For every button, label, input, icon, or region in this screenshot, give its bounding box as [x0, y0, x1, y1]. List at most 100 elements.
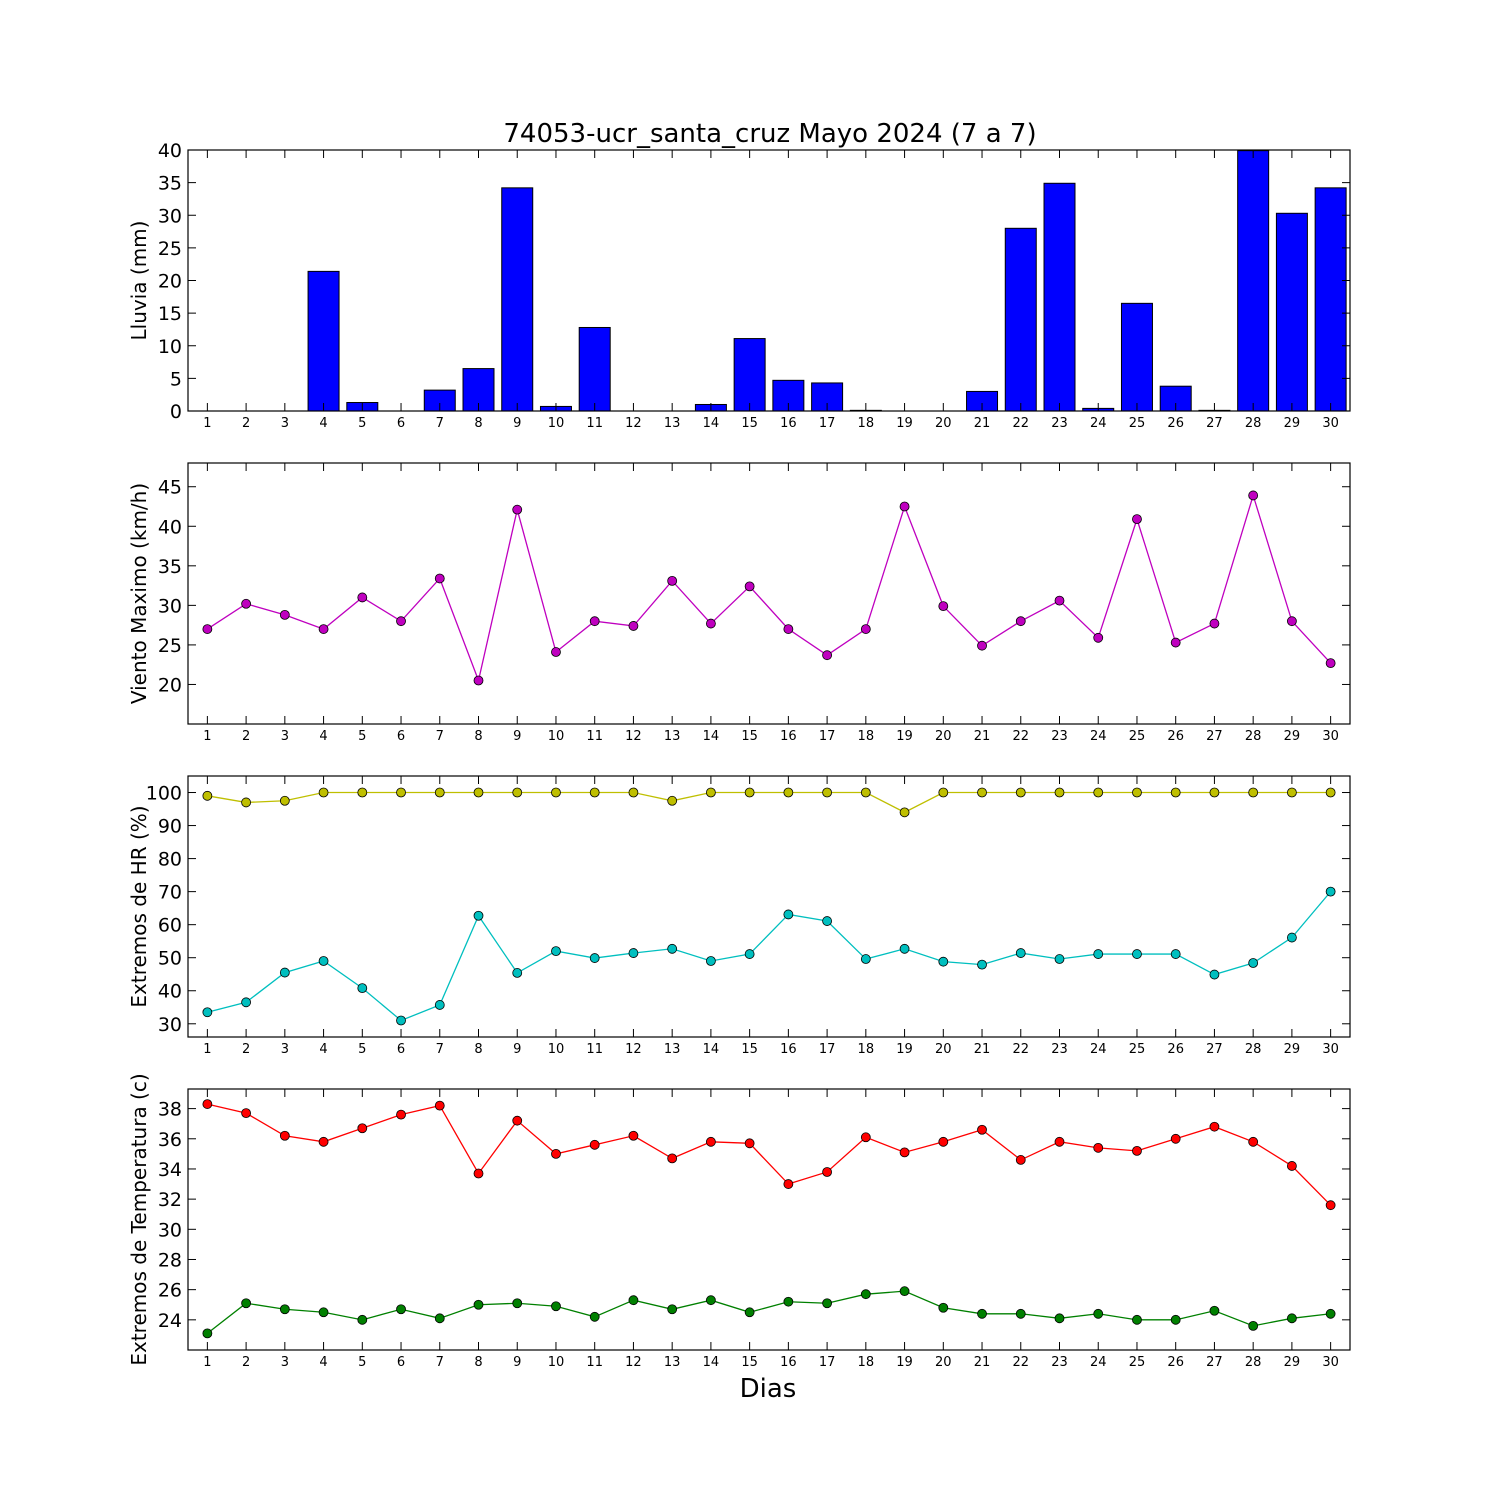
- wind-xtick-label: 7: [436, 729, 444, 744]
- hr-xtick-label: 15: [741, 1042, 758, 1057]
- wind-xtick-label: 29: [1284, 729, 1301, 744]
- rain-ytick-label: 25: [158, 238, 182, 260]
- temp-series-0-point-24: [1093, 1142, 1104, 1153]
- rain-bar-11: [578, 326, 611, 412]
- wind-xtick-label: 22: [1012, 729, 1029, 744]
- rain-ytick-label: 10: [158, 336, 182, 358]
- wind-xtick-label: 20: [935, 729, 952, 744]
- rain-xtick-label: 1: [203, 416, 211, 431]
- wind-series-0-point-10: [551, 647, 561, 657]
- hr-series-1-point-22: [1015, 948, 1026, 958]
- hr-xtick-label: 7: [436, 1042, 444, 1057]
- temp-series-0-point-12: [628, 1130, 639, 1141]
- temp-series-0-point-13: [667, 1153, 678, 1164]
- wind-series-0-point-12: [628, 621, 639, 631]
- wind-series-0-point-15: [744, 581, 755, 592]
- hr-series-1-point-23: [1054, 954, 1065, 964]
- temp-series-0-point-4: [318, 1136, 329, 1147]
- wind-series-0-point-20: [938, 601, 949, 612]
- temp-ytick-label: 30: [158, 1219, 182, 1241]
- hr-series-1-point-17: [822, 916, 832, 926]
- temp-xtick-label: 12: [625, 1355, 642, 1370]
- wind-xtick-label: 5: [358, 729, 366, 744]
- temp-series-0-point-22: [1015, 1155, 1026, 1165]
- wind-series-0-point-19: [899, 501, 910, 512]
- temp-series-0-point-11: [589, 1139, 600, 1150]
- temp-series-1-point-8: [473, 1299, 484, 1310]
- temp-series-1-point-24: [1093, 1308, 1104, 1319]
- rain-xtick-label: 19: [896, 416, 913, 431]
- rain-bar-15: [733, 338, 766, 412]
- wind-series-0-point-1: [202, 624, 213, 634]
- hr-xtick-label: 21: [974, 1042, 991, 1057]
- temp-series-0-point-25: [1132, 1145, 1142, 1156]
- rain-xtick-label: 29: [1284, 416, 1301, 431]
- hr-xtick-label: 9: [513, 1042, 521, 1057]
- rain-ytick-label: 15: [158, 303, 182, 325]
- rain-xtick-label: 4: [319, 416, 327, 431]
- hr-series-0-point-28: [1248, 787, 1259, 798]
- rain-xtick-label: 15: [741, 416, 758, 431]
- hr-xtick-label: 29: [1284, 1042, 1301, 1057]
- wind-xtick-label: 27: [1206, 729, 1223, 744]
- hr-series-0-point-23: [1054, 787, 1065, 798]
- temp-series-0-point-2: [241, 1108, 252, 1119]
- hr-series-1-point-21: [977, 959, 987, 970]
- hr-series-0-point-14: [706, 787, 716, 798]
- temp-series-1-point-29: [1287, 1313, 1297, 1324]
- hr-xtick-label: 13: [664, 1042, 681, 1057]
- temp-series-0-line: [207, 1103, 1332, 1206]
- rain-bar-22: [1004, 227, 1037, 412]
- wind-series-0-point-2: [241, 598, 252, 609]
- temp-series-0-point-9: [512, 1115, 523, 1126]
- temp-xtick-label: 3: [281, 1355, 289, 1370]
- rain-xtick-label: 30: [1322, 416, 1339, 431]
- temp-series-0-point-19: [899, 1147, 910, 1158]
- wind-xtick-label: 23: [1051, 729, 1068, 744]
- hr-series-0-point-2: [241, 797, 252, 808]
- temp-series-0-point-23: [1054, 1136, 1065, 1147]
- hr-ytick-label: 100: [146, 783, 182, 805]
- temp-series-0-point-5: [357, 1123, 368, 1134]
- hr-series-1-point-5: [357, 983, 368, 993]
- wind-xtick-label: 3: [281, 729, 289, 744]
- wind-xtick-label: 19: [896, 729, 913, 744]
- hr-series-0-point-8: [473, 787, 484, 798]
- hr-series-1-point-19: [899, 943, 910, 954]
- wind-series-0-point-9: [512, 504, 523, 515]
- wind-xtick-label: 12: [625, 729, 642, 744]
- hr-series-0-point-18: [860, 787, 871, 798]
- hr-series-1-point-9: [512, 968, 523, 978]
- hr-series-0-point-1: [202, 790, 213, 801]
- temp-series-1-point-3: [279, 1304, 290, 1315]
- temp-series-1-point-25: [1132, 1314, 1142, 1325]
- hr-series-0-point-20: [938, 787, 949, 798]
- hr-xtick-label: 20: [935, 1042, 952, 1057]
- wind-series-0-point-14: [706, 618, 716, 629]
- temp-series-1-point-20: [938, 1302, 949, 1313]
- hr-xtick-label: 4: [319, 1042, 327, 1057]
- rain-xtick-label: 18: [858, 416, 875, 431]
- wind-xtick-label: 11: [586, 729, 603, 744]
- temp-xtick-label: 25: [1129, 1355, 1146, 1370]
- hr-ytick-label: 90: [158, 816, 182, 838]
- hr-xtick-label: 1: [203, 1042, 211, 1057]
- hr-series-0-point-13: [667, 795, 678, 806]
- hr-xtick-label: 10: [548, 1042, 565, 1057]
- temp-ytick-label: 38: [158, 1099, 182, 1121]
- rain-xtick-label: 10: [548, 416, 565, 431]
- hr-ytick-label: 50: [158, 948, 182, 970]
- hr-xtick-label: 3: [281, 1042, 289, 1057]
- wind-xtick-label: 30: [1322, 729, 1339, 744]
- temp-series-1-point-11: [589, 1311, 600, 1322]
- hr-xtick-label: 25: [1129, 1042, 1146, 1057]
- wind-xtick-label: 17: [819, 729, 836, 744]
- hr-xtick-label: 27: [1206, 1042, 1223, 1057]
- hr-series-0-point-9: [512, 787, 523, 798]
- rain-ytick-label: 20: [158, 271, 182, 293]
- temp-xtick-label: 10: [548, 1355, 565, 1370]
- wind-xtick-label: 28: [1245, 729, 1262, 744]
- temp-series-1-point-1: [202, 1328, 213, 1339]
